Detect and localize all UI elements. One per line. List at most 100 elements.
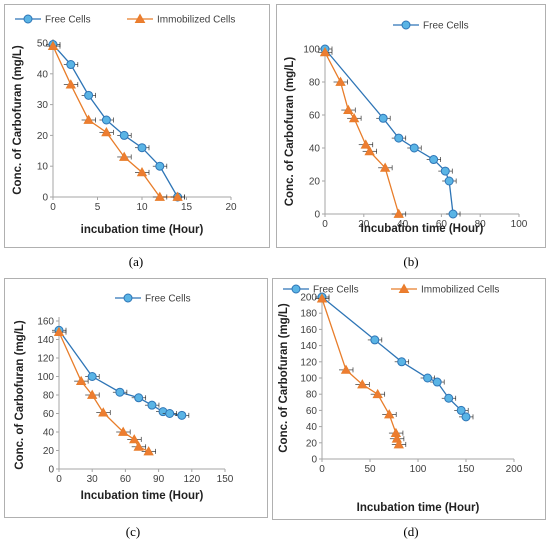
free-cells-point [165,409,175,418]
immobilized-cells-point [348,112,360,123]
y-tick-label: 40 [37,69,49,80]
free-cells-point [177,410,187,420]
legend-label: Immobilized Cells [421,285,499,296]
y-axis-title: Conc. of Carbofuran (mg/L) [284,57,296,207]
free-cells-point [409,143,419,153]
x-tick-label: 120 [183,474,200,485]
x-tick-label: 30 [87,474,99,485]
immobilized-cells-point [172,191,183,201]
y-tick-label: 10 [37,162,49,173]
y-tick-label: 60 [309,111,321,122]
immobilized-cells-point [133,441,144,451]
x-tick-label: 40 [397,219,409,230]
legend-label: Free Cells [145,294,191,305]
y-tick-label: 50 [37,39,49,50]
x-tick-label: 60 [436,219,448,230]
immobilized-cells-point [83,114,94,124]
x-tick-label: 90 [153,474,165,485]
free-cells-point [444,176,454,186]
y-axis-title: Conc. of Carbofuran (mg/L) [278,303,290,453]
chart-panel-d: 0 50 100 150 200 0 20 40 60 80 100 120 140 160 180 200 I… [272,278,546,520]
y-tick-label: 180 [300,309,317,320]
y-tick-label: 100 [300,374,317,385]
y-tick-label: 160 [37,317,54,328]
free-cells-point [394,133,404,143]
immobilized-cells-point [101,127,112,137]
y-tick-label: 80 [309,78,321,89]
x-tick-label: 0 [319,464,325,475]
legend-free-marker [291,284,301,294]
free-cells-point [444,393,454,403]
immobilized-cells-point [360,139,371,149]
free-cells-point [440,166,450,176]
x-tick-label: 150 [458,464,475,475]
immobilized-cells-point [379,162,391,172]
x-axis-title: Incubation time (Hour) [357,502,480,514]
x-tick-label: 20 [358,219,370,230]
y-tick-label: 40 [309,144,321,155]
immobilized-cells-point [129,434,140,444]
x-tick-label: 10 [136,202,148,213]
immobilized-cells-point [316,293,328,303]
x-tick-label: 5 [95,202,101,213]
caption-d: (d) [403,524,419,539]
legend-immobilized-marker [398,283,410,293]
x-tick-label: 0 [50,202,56,213]
y-tick-label: 80 [43,391,55,402]
legend-immobilized-marker [134,13,146,23]
immobilized-cells-point [343,104,354,114]
immobilized-cells-point [364,145,375,156]
free-cells-point [370,335,380,345]
free-cells-point [456,405,466,415]
y-tick-label: 120 [300,357,317,368]
free-cells-point [66,60,76,70]
chart-panel-c: 0 30 60 90 120 150 0 20 40 60 80 100 120 140 160 Incuba… [4,278,268,518]
free-cells-point [137,143,147,153]
immobilized-cells-point [340,364,352,374]
y-axis-title: Conc. of Carbofuran (mg/L) [14,320,26,470]
immobilized-cells-line [321,298,400,445]
x-axis-title: Incubation time (Hour) [81,490,204,502]
immobilized-cells-point [53,326,65,336]
immobilized-cells-point [87,389,98,399]
immobilized-cells-line [324,51,400,215]
immobilized-cells-point [335,76,346,86]
x-tick-label: 200 [506,464,523,475]
immobilized-cells-point [47,40,59,50]
free-cells-point [101,115,111,125]
immobilized-cells-point [384,409,395,419]
free-cells-point [147,400,157,410]
x-tick-label: 50 [364,464,376,475]
immobilized-cells-point [136,167,148,177]
y-tick-label: 40 [43,428,55,439]
x-tick-label: 150 [217,474,234,485]
legend-label: Free Cells [423,21,469,32]
legend-label: Free Cells [313,285,359,296]
free-cells-point [378,113,388,123]
chart-c-svg: 0 30 60 90 120 150 0 20 40 60 80 100 120 140 160 Incuba… [14,293,234,502]
immobilized-cells-point [319,46,331,57]
x-axis-title: Incubation time (Hour) [361,223,484,235]
free-cells-line [324,48,454,215]
caption-a: (a) [128,254,144,269]
immobilized-cells-point [154,191,165,201]
free-cells-point [115,387,125,397]
x-tick-label: 15 [181,202,193,213]
chart-panel-a: 0 5 10 15 20 0 10 20 30 40 50 incubation time (Hour… [4,4,270,248]
free-cells-point [448,209,458,219]
y-tick-label: 100 [303,45,320,56]
immobilized-cells-point [143,446,154,456]
x-tick-label: 60 [120,474,132,485]
y-tick-label: 140 [300,341,317,352]
y-tick-label: 0 [311,455,317,466]
immobilized-cells-point [372,388,383,399]
y-tick-label: 60 [306,406,318,417]
chart-b-svg: 0 20 40 60 80 100 0 20 40 60 80 100 Incubation time … [284,20,528,235]
y-tick-label: 0 [314,210,320,221]
legend-label: Immobilized Cells [157,15,235,26]
x-tick-label: 0 [322,219,328,230]
immobilized-cells-point [393,439,404,449]
chart-d-svg: 0 50 100 150 200 0 20 40 60 80 100 120 140 160 180 200 I… [278,283,523,514]
free-cells-point [155,161,165,171]
legend-label: Free Cells [45,15,91,26]
